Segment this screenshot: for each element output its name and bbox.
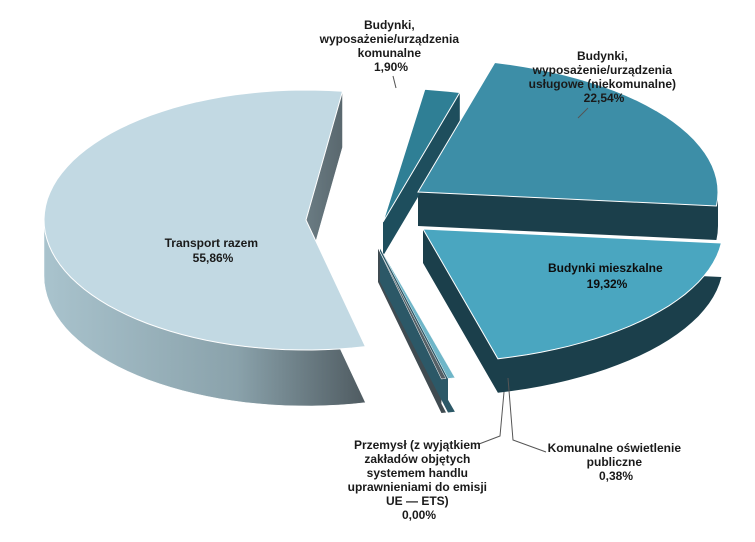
label-transport: Transport razem 55,86% xyxy=(165,236,262,265)
leader-services xyxy=(577,107,589,119)
slice-side-municipal xyxy=(383,89,460,256)
slice-industry xyxy=(377,247,447,380)
label-municipal: Budynki, wyposażenie/urządzenia komunaln… xyxy=(319,18,463,74)
data-labels: Budynki, wyposażenie/urządzenia komunaln… xyxy=(165,18,685,522)
slice-lighting xyxy=(379,247,456,379)
slice-services xyxy=(417,61,719,207)
leader-lighting xyxy=(507,377,547,453)
slice-residential xyxy=(422,228,723,360)
label-services: Budynki, wyposażenie/urządzenia usługowe… xyxy=(529,49,680,105)
slice-municipal xyxy=(382,88,461,223)
leader-industry xyxy=(478,391,505,445)
leader-lines xyxy=(392,75,589,453)
label-residential: Budynki mieszkalne 19,32% xyxy=(548,261,666,291)
slice-tops xyxy=(43,61,723,380)
label-industry: Przemysł (z wyjątkiem zakładów objętych … xyxy=(348,438,491,522)
leader-municipal xyxy=(392,75,397,89)
label-lighting: Komunalne oświetlenie publiczne 0,38% xyxy=(548,441,685,483)
slice-transport xyxy=(43,89,367,351)
